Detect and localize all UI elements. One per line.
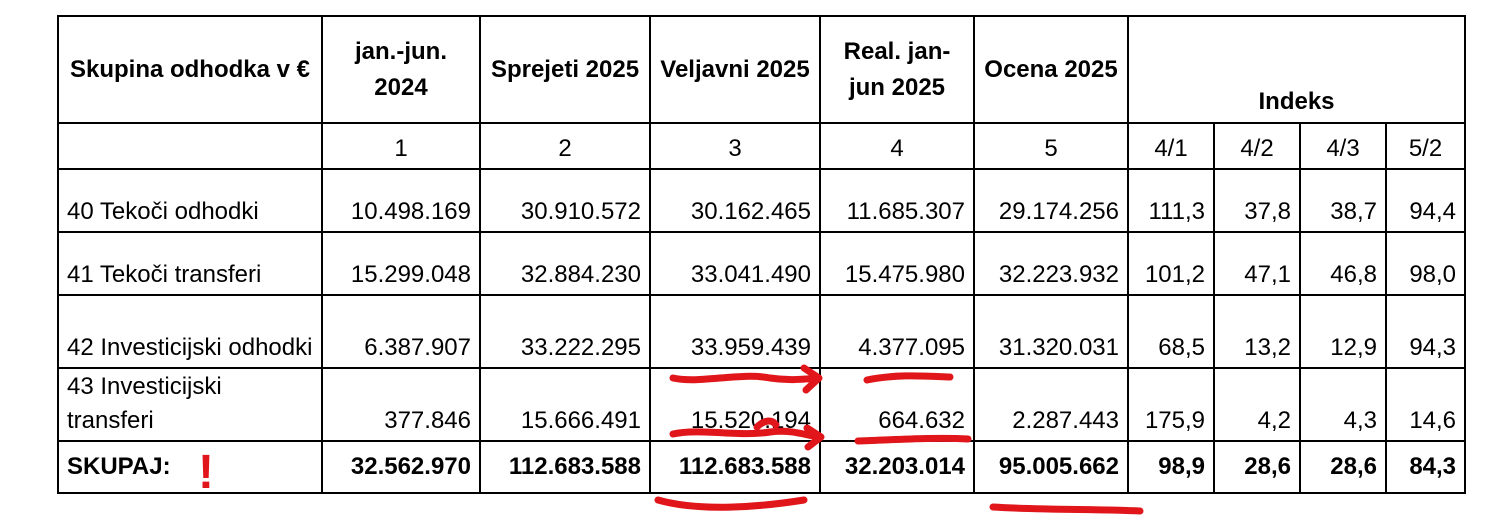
value-cell: 33.959.439 (649, 294, 821, 369)
total-value-cell: 32.203.014 (819, 440, 975, 494)
table-row: 41 Tekoči transferi 15.299.048 32.884.23… (57, 231, 1467, 296)
index-cell: 94,4 (1384, 168, 1467, 233)
header-col-1: jan.-jun. 2024 (321, 15, 481, 124)
underline-total-col3 (654, 496, 808, 511)
table-row: 43 Investicijski transferi 377.846 15.66… (57, 367, 1467, 442)
value-cell: 32.223.932 (973, 231, 1129, 296)
value-cell: 15.520.194 (649, 367, 821, 442)
index-cell: 37,8 (1213, 168, 1301, 233)
column-number: 4 (819, 122, 975, 170)
value-cell: 15.299.048 (321, 231, 481, 296)
value-cell: 15.475.980 (819, 231, 975, 296)
header-col-5: Ocena 2025 (973, 15, 1129, 124)
value-cell: 15.666.491 (479, 367, 651, 442)
index-cell: 4,2 (1213, 367, 1301, 442)
value-cell: 31.320.031 (973, 294, 1129, 369)
row-label: 40 Tekoči odhodki (57, 168, 323, 233)
total-value-cell: 95.005.662 (973, 440, 1129, 494)
index-cell: 47,1 (1213, 231, 1301, 296)
header-index: Indeks (1126, 15, 1467, 124)
value-cell: 664.632 (819, 367, 975, 442)
empty-cell (57, 122, 323, 170)
value-cell: 32.884.230 (479, 231, 651, 296)
value-cell: 30.910.572 (479, 168, 651, 233)
value-cell: 33.041.490 (649, 231, 821, 296)
index-column-label: 5/2 (1384, 122, 1467, 170)
underline-total-col5 (989, 503, 1144, 515)
index-cell: 175,9 (1127, 367, 1215, 442)
value-cell: 4.377.095 (819, 294, 975, 369)
row-label: 41 Tekoči transferi (57, 231, 323, 296)
total-index-cell: 84,3 (1384, 440, 1467, 494)
column-number: 2 (479, 122, 651, 170)
header-row: Skupina odhodka v € jan.-jun. 2024 Sprej… (57, 15, 1467, 124)
value-cell: 377.846 (321, 367, 481, 442)
value-cell: 6.387.907 (321, 294, 481, 369)
index-column-label: 4/3 (1299, 122, 1387, 170)
index-cell: 111,3 (1127, 168, 1215, 233)
value-cell: 10.498.169 (321, 168, 481, 233)
index-cell: 4,3 (1299, 367, 1387, 442)
column-number: 1 (321, 122, 481, 170)
index-column-label: 4/2 (1213, 122, 1301, 170)
row-label: 42 Investicijski odhodki (57, 294, 323, 369)
index-cell: 14,6 (1384, 367, 1467, 442)
value-cell: 29.174.256 (973, 168, 1129, 233)
total-index-cell: 28,6 (1213, 440, 1301, 494)
column-number-row: 1 2 3 4 5 4/1 4/2 4/3 5/2 (57, 122, 1467, 170)
header-col-4: Real. jan-jun 2025 (819, 15, 975, 124)
total-index-cell: 98,9 (1127, 440, 1215, 494)
total-value-cell: 112.683.588 (479, 440, 651, 494)
index-cell: 68,5 (1127, 294, 1215, 369)
column-number: 5 (973, 122, 1129, 170)
column-number: 3 (649, 122, 821, 170)
index-cell: 13,2 (1213, 294, 1301, 369)
header-col-3: Veljavni 2025 (649, 15, 821, 124)
value-cell: 30.162.465 (649, 168, 821, 233)
budget-table-container: Skupina odhodka v € jan.-jun. 2024 Sprej… (57, 15, 1467, 494)
expense-table: Skupina odhodka v € jan.-jun. 2024 Sprej… (57, 15, 1467, 494)
row-label: 43 Investicijski transferi (57, 367, 323, 442)
value-cell: 2.287.443 (973, 367, 1129, 442)
index-cell: 38,7 (1299, 168, 1387, 233)
index-column-label: 4/1 (1127, 122, 1215, 170)
header-group: Skupina odhodka v € (57, 15, 323, 124)
total-label: SKUPAJ: (57, 440, 323, 494)
index-cell: 12,9 (1299, 294, 1387, 369)
total-value-cell: 32.562.970 (321, 440, 481, 494)
header-col-2: Sprejeti 2025 (479, 15, 651, 124)
total-row: SKUPAJ: 32.562.970 112.683.588 112.683.5… (57, 440, 1467, 494)
value-cell: 11.685.307 (819, 168, 975, 233)
index-cell: 98,0 (1384, 231, 1467, 296)
table-row: 40 Tekoči odhodki 10.498.169 30.910.572 … (57, 168, 1467, 233)
index-cell: 101,2 (1127, 231, 1215, 296)
index-cell: 46,8 (1299, 231, 1387, 296)
total-index-cell: 28,6 (1299, 440, 1387, 494)
index-cell: 94,3 (1384, 294, 1467, 369)
value-cell: 33.222.295 (479, 294, 651, 369)
table-row: 42 Investicijski odhodki 6.387.907 33.22… (57, 294, 1467, 369)
total-value-cell: 112.683.588 (649, 440, 821, 494)
